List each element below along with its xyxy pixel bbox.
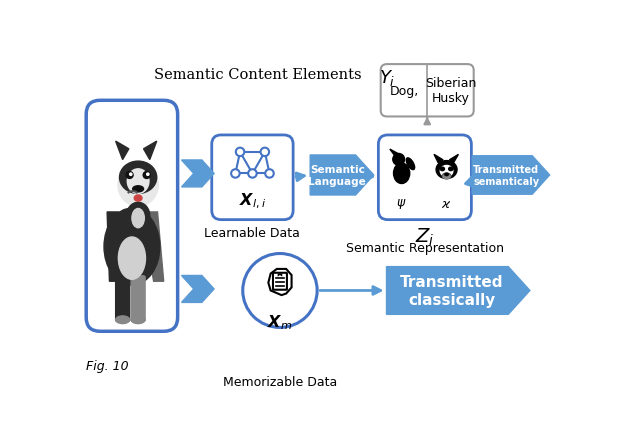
Ellipse shape	[443, 175, 450, 179]
Text: Semantic Representation: Semantic Representation	[346, 242, 504, 255]
FancyBboxPatch shape	[131, 276, 145, 322]
Text: $\psi$: $\psi$	[396, 196, 407, 210]
Text: $\mathit{Y}_i$: $\mathit{Y}_i$	[379, 68, 396, 88]
Ellipse shape	[104, 209, 160, 285]
Polygon shape	[182, 276, 214, 303]
Text: Semantic Content Elements: Semantic Content Elements	[154, 68, 366, 82]
Polygon shape	[434, 155, 443, 163]
Text: $\boldsymbol{X}_{l,i}$: $\boldsymbol{X}_{l,i}$	[239, 191, 266, 210]
Ellipse shape	[449, 168, 453, 171]
Polygon shape	[472, 156, 550, 195]
Polygon shape	[310, 155, 374, 196]
Polygon shape	[116, 142, 129, 160]
Circle shape	[260, 148, 269, 157]
Text: Transmitted
semanticaly: Transmitted semanticaly	[473, 164, 540, 187]
Polygon shape	[182, 161, 214, 187]
Ellipse shape	[116, 316, 129, 324]
Circle shape	[236, 148, 244, 157]
Circle shape	[143, 172, 150, 179]
Ellipse shape	[132, 209, 145, 228]
Text: $\boldsymbol{X}_m$: $\boldsymbol{X}_m$	[268, 312, 292, 331]
Polygon shape	[278, 274, 282, 277]
Circle shape	[147, 174, 149, 176]
Text: Fig. 10: Fig. 10	[86, 359, 129, 372]
Text: Siberian
Husky: Siberian Husky	[425, 77, 476, 105]
Text: Dog,: Dog,	[389, 85, 419, 98]
Ellipse shape	[394, 164, 410, 184]
Ellipse shape	[127, 203, 150, 230]
Ellipse shape	[132, 186, 143, 193]
FancyBboxPatch shape	[212, 135, 293, 220]
Ellipse shape	[406, 158, 415, 170]
Polygon shape	[390, 150, 398, 155]
Text: Memorizable Data: Memorizable Data	[223, 375, 337, 388]
Ellipse shape	[127, 170, 149, 194]
Polygon shape	[143, 142, 157, 160]
Ellipse shape	[118, 237, 145, 279]
Ellipse shape	[120, 162, 157, 194]
Polygon shape	[268, 269, 292, 295]
Text: Learnable Data: Learnable Data	[205, 226, 300, 239]
FancyBboxPatch shape	[116, 276, 129, 322]
FancyBboxPatch shape	[86, 101, 178, 331]
Ellipse shape	[440, 166, 453, 177]
Ellipse shape	[440, 168, 445, 171]
Circle shape	[248, 170, 257, 178]
Circle shape	[129, 174, 132, 176]
Ellipse shape	[393, 154, 404, 166]
Ellipse shape	[131, 316, 145, 324]
Circle shape	[243, 254, 317, 328]
Text: $\varkappa$: $\varkappa$	[442, 197, 452, 210]
FancyBboxPatch shape	[378, 135, 472, 220]
Ellipse shape	[445, 174, 448, 176]
Text: Transmitted
classically: Transmitted classically	[400, 275, 504, 307]
Ellipse shape	[134, 196, 142, 201]
Ellipse shape	[442, 174, 451, 179]
FancyBboxPatch shape	[273, 273, 287, 290]
FancyBboxPatch shape	[381, 65, 474, 117]
Text: $Z_i$: $Z_i$	[415, 226, 435, 248]
Polygon shape	[387, 267, 530, 315]
Ellipse shape	[436, 161, 457, 179]
Circle shape	[231, 170, 239, 178]
Ellipse shape	[118, 164, 158, 207]
Polygon shape	[142, 213, 164, 282]
Text: Semantic
Language: Semantic Language	[308, 164, 366, 187]
Polygon shape	[107, 213, 123, 282]
Circle shape	[265, 170, 274, 178]
Circle shape	[126, 172, 133, 179]
Polygon shape	[449, 155, 458, 163]
